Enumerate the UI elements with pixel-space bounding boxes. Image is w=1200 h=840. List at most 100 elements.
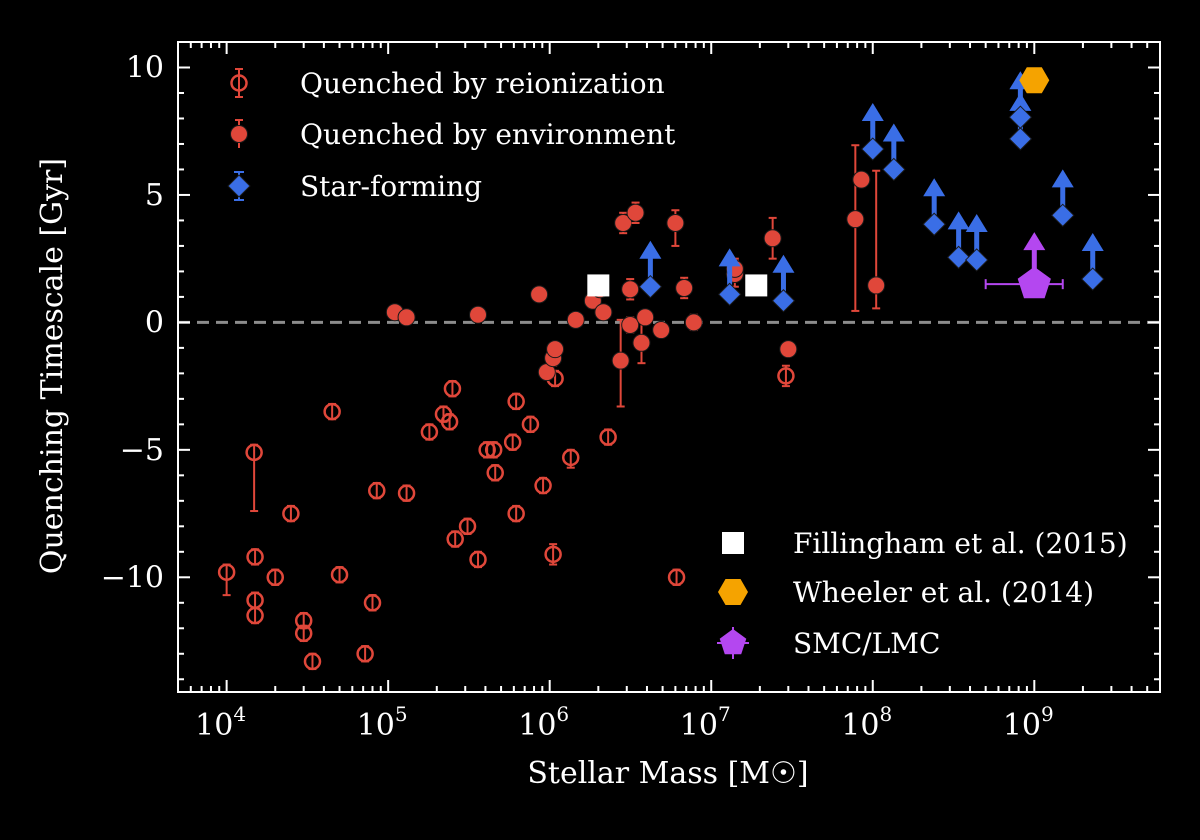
y-tick-label: 10 bbox=[126, 50, 164, 85]
legend-entry: Fillingham et al. (2015) bbox=[722, 527, 1128, 560]
data-point bbox=[1019, 67, 1050, 94]
legend-sf-marker bbox=[227, 174, 251, 198]
point-0-20-marker bbox=[446, 530, 464, 548]
y-tick-label: 5 bbox=[145, 178, 164, 213]
data-point bbox=[667, 568, 686, 587]
data-point bbox=[503, 433, 522, 451]
data-point bbox=[397, 484, 416, 502]
point-0-12-marker bbox=[356, 645, 374, 663]
point-0-16-marker bbox=[420, 423, 439, 441]
data-point bbox=[446, 530, 464, 548]
point-0-8-marker bbox=[294, 624, 313, 643]
x-axis-label: Stellar Mass [M☉] bbox=[527, 756, 808, 791]
x-tick-label: 108 bbox=[841, 702, 892, 743]
data-point bbox=[323, 402, 341, 421]
x-tick-label: 109 bbox=[1003, 702, 1054, 743]
x-tick-label: 107 bbox=[680, 702, 731, 743]
point-2-3-marker bbox=[861, 137, 885, 161]
data-point bbox=[745, 274, 768, 297]
data-point bbox=[507, 504, 525, 523]
point-0-18-marker bbox=[440, 413, 459, 431]
legend-hexagon-marker bbox=[718, 579, 748, 605]
data-point bbox=[507, 392, 525, 411]
point-1-24-marker bbox=[763, 229, 782, 248]
legend-pentagon-marker bbox=[719, 629, 747, 655]
legend-label: Wheeler et al. (2014) bbox=[793, 576, 1094, 609]
data-point bbox=[368, 481, 386, 500]
legend-label: SMC/LMC bbox=[793, 627, 940, 660]
point-2-7-marker bbox=[964, 248, 989, 272]
data-point bbox=[922, 178, 946, 236]
point-2-11-marker bbox=[1081, 267, 1105, 291]
data-point bbox=[587, 274, 610, 297]
point-1-21-marker bbox=[684, 313, 703, 332]
data-point bbox=[566, 310, 585, 329]
legend-square-marker bbox=[722, 532, 744, 554]
data-point bbox=[443, 379, 462, 398]
data-point bbox=[777, 364, 795, 388]
y-axis-label: Quenching Timescale [Gyr] bbox=[35, 158, 70, 574]
point-3-0-marker bbox=[587, 274, 610, 297]
point-0-36-marker bbox=[777, 367, 795, 385]
data-point bbox=[521, 415, 540, 434]
data-point bbox=[621, 278, 640, 301]
data-point bbox=[946, 211, 971, 270]
data-point bbox=[852, 170, 871, 189]
data-point bbox=[984, 232, 1064, 299]
point-5-0-marker bbox=[1017, 266, 1051, 299]
point-5-0-limit-arrow bbox=[1023, 232, 1046, 251]
data-point bbox=[621, 315, 640, 334]
legend-entry: Star-forming bbox=[227, 170, 482, 203]
legend-label: Quenched by reionization bbox=[300, 67, 665, 100]
point-0-25-marker bbox=[486, 464, 504, 482]
data-point bbox=[666, 209, 685, 247]
point-1-1-marker bbox=[397, 308, 416, 327]
point-0-22-marker bbox=[469, 550, 487, 569]
point-0-9-marker bbox=[303, 652, 322, 671]
y-tick-label: −5 bbox=[120, 433, 164, 468]
point-1-26-marker bbox=[846, 210, 865, 229]
data-point bbox=[530, 285, 549, 304]
point-0-10-marker bbox=[323, 402, 341, 421]
legend-entry: SMC/LMC bbox=[717, 627, 940, 660]
data-point bbox=[779, 340, 798, 359]
legend-layer: Quenched by reionization Quenched by envi… bbox=[227, 67, 1128, 660]
point-2-10-limit-arrow bbox=[1051, 169, 1074, 188]
point-2-10-marker bbox=[1051, 203, 1075, 228]
point-0-2-marker bbox=[246, 548, 264, 566]
x-tick-exponent: 9 bbox=[1041, 702, 1054, 726]
x-tick-base: 10 bbox=[1003, 708, 1041, 743]
point-0-1-marker bbox=[245, 443, 263, 462]
point-1-7-marker bbox=[566, 310, 585, 329]
point-2-4-limit-arrow bbox=[882, 123, 905, 142]
point-2-5-marker bbox=[922, 212, 946, 236]
x-tick-exponent: 4 bbox=[233, 702, 246, 726]
series-wheeler-et-al-2014 bbox=[1019, 67, 1050, 94]
data-point bbox=[246, 548, 264, 566]
data-point bbox=[534, 476, 552, 495]
data-point bbox=[626, 201, 645, 224]
point-2-3-limit-arrow bbox=[861, 103, 884, 122]
point-0-5-marker bbox=[266, 568, 285, 587]
data-point bbox=[363, 594, 382, 612]
point-0-28-marker bbox=[507, 504, 525, 523]
y-tick-label: −10 bbox=[101, 560, 164, 595]
legend-entry: Quenched by reionization bbox=[230, 67, 665, 100]
point-2-2-marker bbox=[771, 289, 796, 313]
x-tick-base: 10 bbox=[680, 708, 718, 743]
point-1-25-marker bbox=[779, 340, 798, 359]
point-0-31-marker bbox=[544, 545, 562, 564]
point-0-24-marker bbox=[484, 441, 503, 459]
data-point bbox=[652, 321, 671, 340]
point-4-0-marker bbox=[1019, 67, 1050, 94]
point-1-10-marker bbox=[594, 303, 613, 322]
data-point bbox=[469, 305, 488, 324]
data-point bbox=[356, 645, 374, 663]
series-smc-lmc bbox=[984, 232, 1064, 299]
data-point bbox=[861, 103, 885, 161]
data-point bbox=[846, 144, 865, 312]
point-2-0-limit-arrow bbox=[639, 240, 662, 259]
point-1-13-marker bbox=[621, 280, 640, 299]
data-point bbox=[636, 308, 655, 327]
